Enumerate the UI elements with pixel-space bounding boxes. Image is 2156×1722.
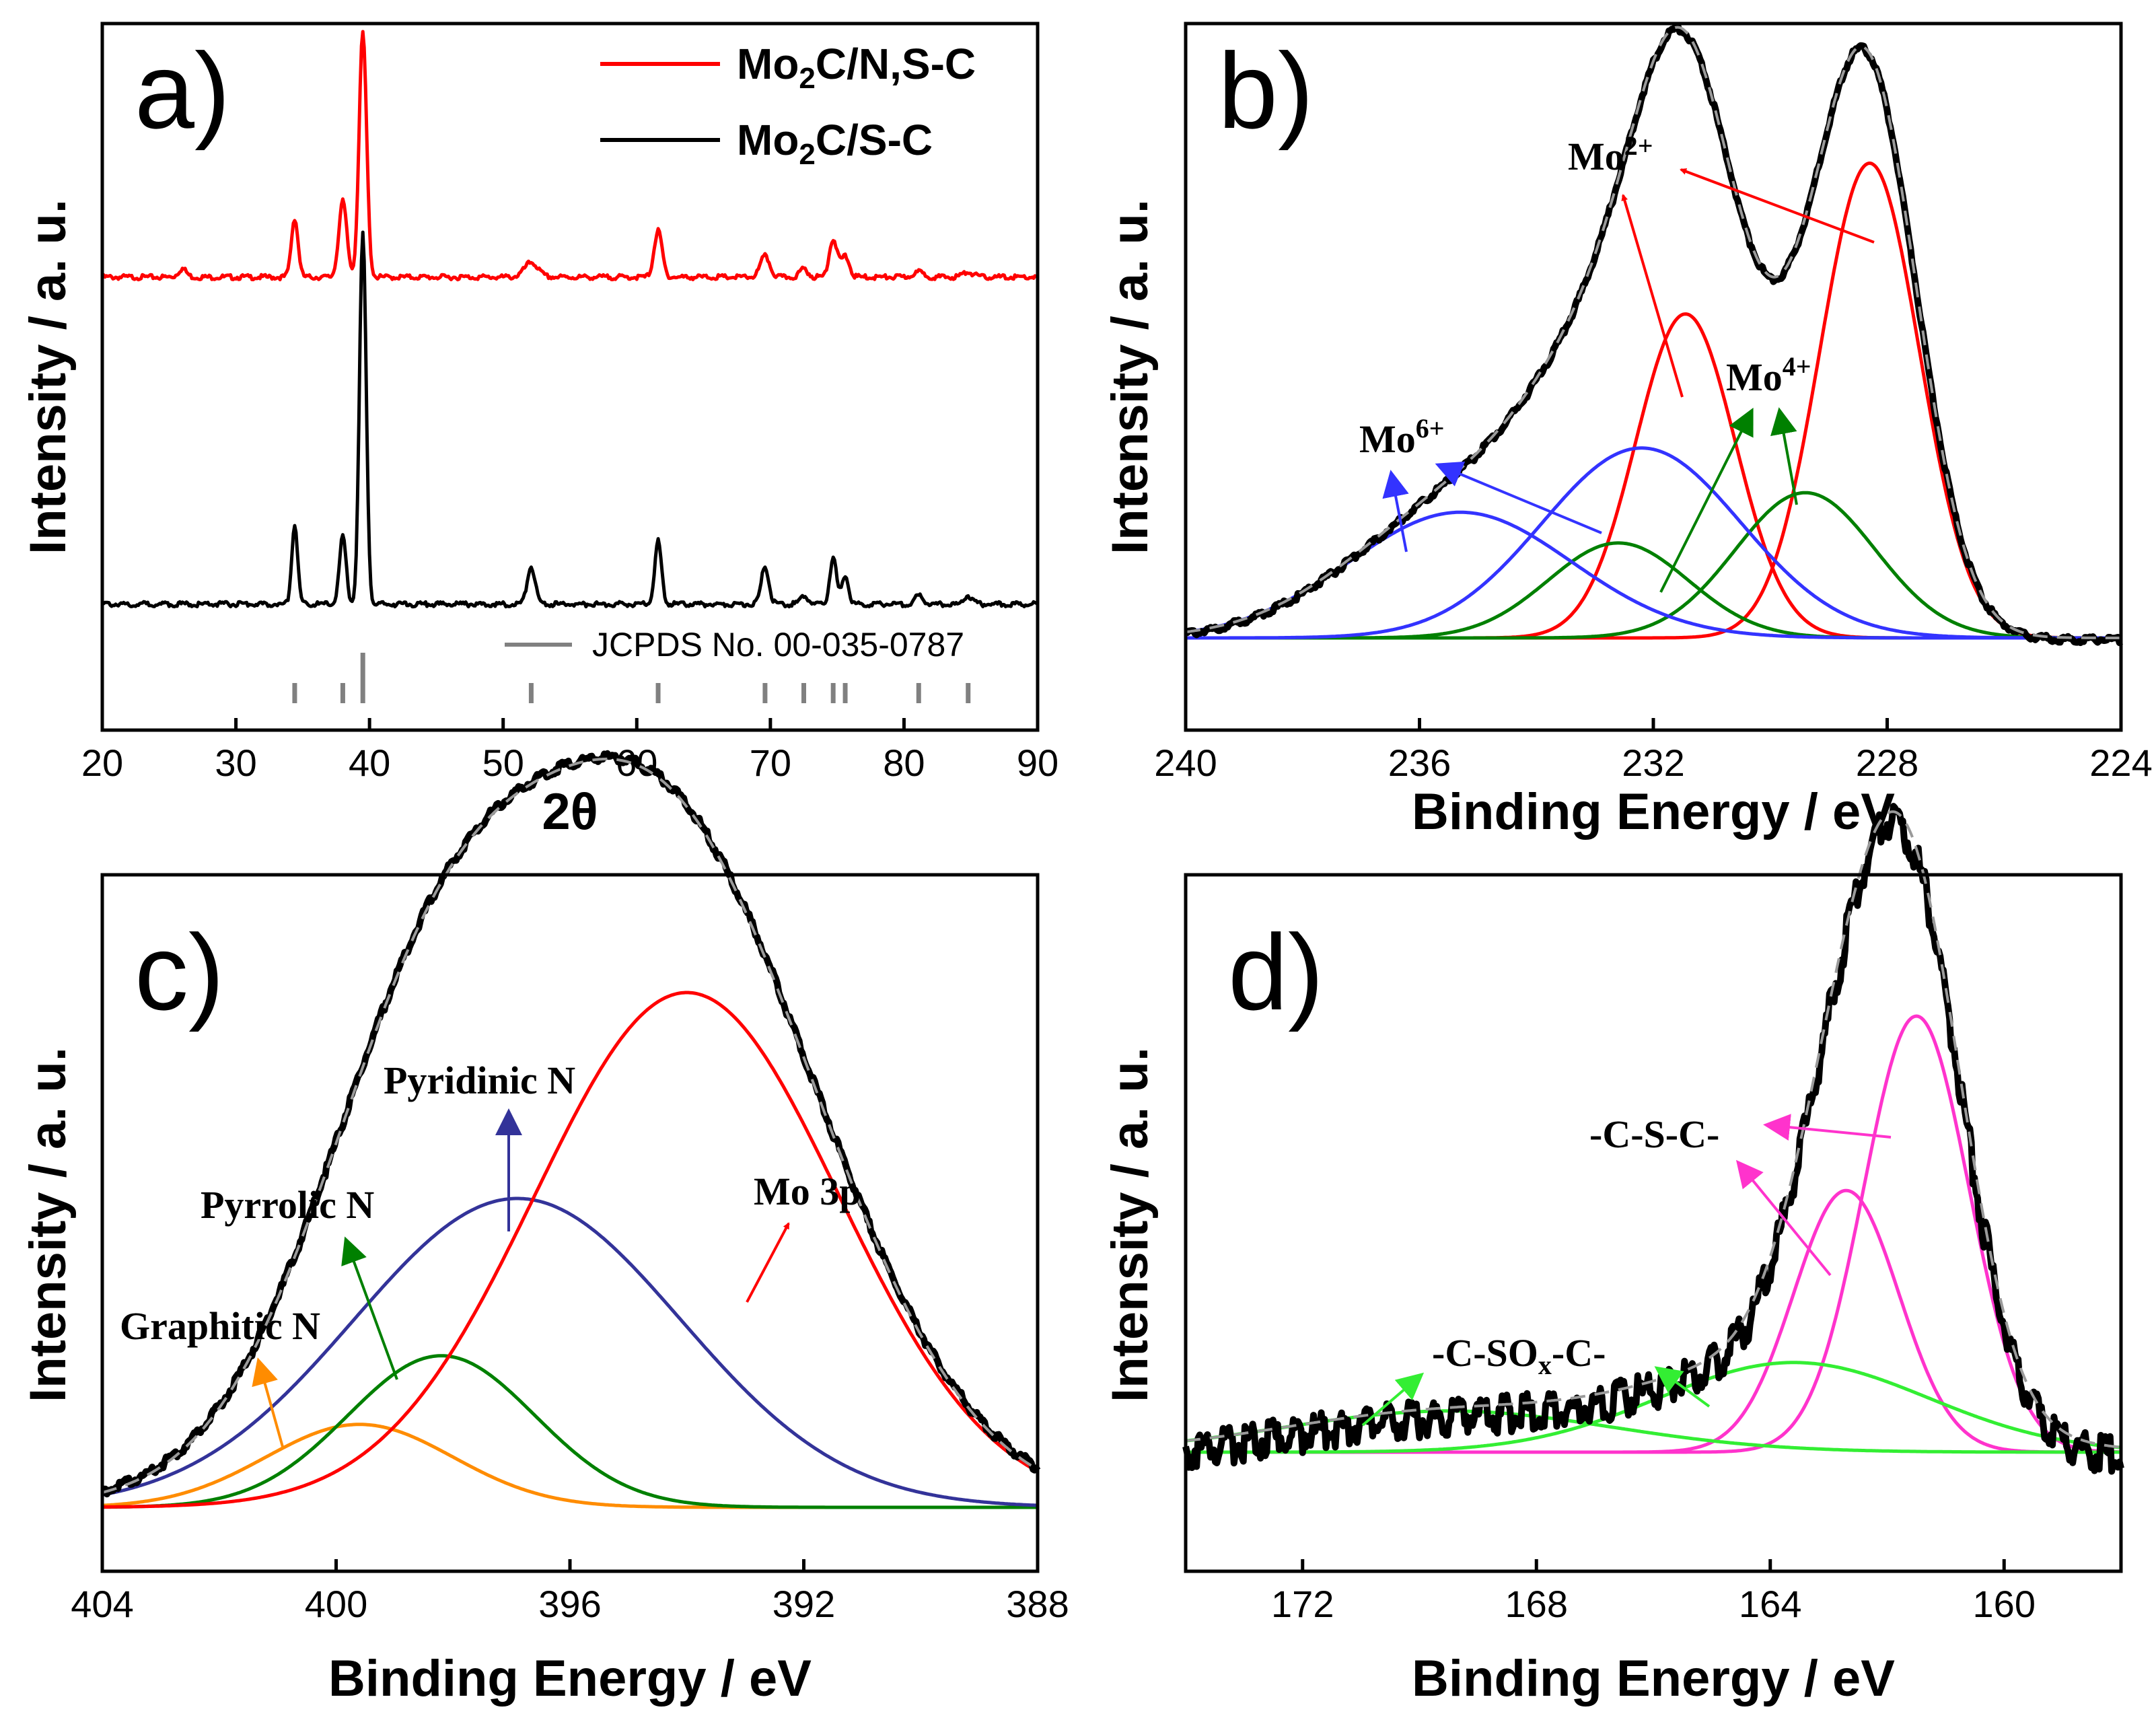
fitted-envelope bbox=[1185, 810, 2122, 1449]
arrow-mo4-left bbox=[1659, 407, 1754, 593]
panel-a-x-ticks: 20 30 40 50 60 70 80 90 bbox=[81, 718, 1058, 784]
panel-b: 240 236 232 228 224 b) Mo2+ Mo4+ Mo6+ Bindin… bbox=[1102, 22, 2153, 840]
component-mo-3p bbox=[102, 991, 1039, 1509]
panel-b-curves bbox=[1184, 24, 2124, 647]
panel-d: 172 168 164 160 d) -C-S-C- -C-SOx-C- Bindin… bbox=[1102, 803, 2124, 1707]
x-tick-label-70: 70 bbox=[750, 742, 791, 784]
x-tick-label-232: 232 bbox=[1622, 742, 1684, 784]
x-tick-label-40: 40 bbox=[349, 742, 390, 784]
arrow-mo6-right bbox=[1435, 461, 1602, 534]
x-tick-label-404: 404 bbox=[71, 1583, 133, 1625]
panel-b-x-title: Binding Energy / eV bbox=[1412, 783, 1895, 840]
x-tick-label-236: 236 bbox=[1388, 742, 1451, 784]
x-tick-label-224: 224 bbox=[2089, 742, 2152, 784]
x-tick-label-50: 50 bbox=[482, 742, 524, 784]
arrow-c-sox-c-left bbox=[1361, 1372, 1425, 1427]
panel-d-frame bbox=[1184, 873, 2123, 1573]
annotation-graphitic-n: Graphitic N bbox=[120, 1304, 320, 1348]
arrow-pyrrolic-n bbox=[341, 1236, 398, 1380]
annotation-mo2: Mo2+ bbox=[1568, 131, 1653, 178]
panel-d-x-ticks: 172 168 164 160 bbox=[1271, 1559, 2036, 1625]
panel-label-b: b) bbox=[1218, 30, 1314, 151]
legend-label-mo2c-n-s-c: Mo2C/N,S-C bbox=[737, 40, 976, 95]
x-tick-label-164: 164 bbox=[1739, 1583, 1801, 1625]
experimental-envelope bbox=[1184, 24, 2124, 647]
x-tick-label-168: 168 bbox=[1505, 1583, 1568, 1625]
x-tick-label-240: 240 bbox=[1154, 742, 1217, 784]
fitted-envelope bbox=[102, 757, 1039, 1494]
x-tick-label-30: 30 bbox=[215, 742, 256, 784]
arrow-mo-3p bbox=[746, 1222, 790, 1303]
x-tick-label-392: 392 bbox=[772, 1583, 835, 1625]
arrow-mo2-right bbox=[1680, 168, 1875, 244]
panel-b-y-title: Intensity / a. u. bbox=[1102, 199, 1159, 554]
arrow-mo4-right bbox=[1770, 407, 1798, 505]
panel-label-c: c) bbox=[135, 912, 224, 1032]
panel-label-a: a) bbox=[135, 30, 230, 151]
arrow-mo6-left bbox=[1382, 470, 1409, 552]
panel-a-y-title: Intensity / a. u. bbox=[20, 199, 77, 554]
x-tick-label-20: 20 bbox=[81, 742, 123, 784]
x-tick-label-388: 388 bbox=[1006, 1583, 1069, 1625]
component-pyrrolic-n bbox=[102, 1354, 1038, 1509]
arrow-c-s-c-left bbox=[1735, 1159, 1832, 1277]
panel-c-x-title: Binding Energy / eV bbox=[328, 1650, 812, 1707]
series-line-mo2c-n-s-c bbox=[100, 30, 1039, 282]
annotation-c-s-c: -C-S-C- bbox=[1589, 1112, 1719, 1156]
panel-a-x-title: 2θ bbox=[542, 783, 598, 840]
panel-a-curves bbox=[100, 30, 1039, 703]
x-tick-label-396: 396 bbox=[538, 1583, 601, 1625]
panel-c-y-title: Intensity / a. u. bbox=[20, 1047, 77, 1402]
arrow-mo2-left bbox=[1621, 194, 1684, 398]
reference-legend-label: JCPDS No. 00-035-0787 bbox=[592, 626, 964, 663]
panel-d-y-title: Intensity / a. u. bbox=[1102, 1047, 1159, 1402]
arrow-c-s-c-right bbox=[1763, 1114, 1892, 1141]
x-tick-label-80: 80 bbox=[883, 742, 925, 784]
annotation-pyridinic-n: Pyridinic N bbox=[384, 1059, 575, 1102]
panel-a-frame bbox=[100, 22, 1040, 732]
panel-d-x-title: Binding Energy / eV bbox=[1412, 1650, 1895, 1707]
annotation-mo4: Mo4+ bbox=[1726, 351, 1811, 399]
series-line-mo2c-s-c bbox=[101, 230, 1039, 609]
component-mo4-3d5-2 bbox=[1186, 491, 2121, 640]
component-graphitic-n bbox=[102, 1423, 1038, 1509]
x-tick-label-228: 228 bbox=[1856, 742, 1918, 784]
panel-c-x-ticks: 404 400 396 392 388 bbox=[71, 1559, 1069, 1625]
annotation-pyrrolic-n: Pyrrolic N bbox=[201, 1183, 374, 1227]
arrow-graphitic-n bbox=[252, 1357, 284, 1447]
reference-lines bbox=[292, 653, 971, 703]
legend: Mo2C/N,S-C Mo2C/S-C bbox=[600, 40, 976, 171]
x-tick-label-90: 90 bbox=[1017, 742, 1058, 784]
x-tick-label-160: 160 bbox=[1973, 1583, 2036, 1625]
panel-c: 404 400 396 392 388 c) Graphitic N Pyrrolic … bbox=[20, 750, 1069, 1707]
arrow-c-sox-c-right bbox=[1654, 1366, 1711, 1408]
panel-c-curves bbox=[100, 750, 1041, 1509]
annotation-mo6: Mo6+ bbox=[1359, 413, 1445, 461]
legend-label-mo2c-s-c: Mo2C/S-C bbox=[737, 116, 933, 171]
panel-b-x-ticks: 240 236 232 228 224 bbox=[1154, 718, 2153, 784]
x-tick-label-172: 172 bbox=[1271, 1583, 1334, 1625]
x-tick-label-400: 400 bbox=[305, 1583, 367, 1625]
panel-label-d: d) bbox=[1228, 912, 1324, 1032]
component-mo2-3d5-2 bbox=[1186, 161, 2121, 640]
fitted-envelope bbox=[1185, 26, 2121, 639]
annotation-mo-3p: Mo 3p bbox=[754, 1170, 861, 1213]
component-pyridinic-n bbox=[102, 1196, 1038, 1507]
annotation-c-sox-c: -C-SOx-C- bbox=[1432, 1331, 1606, 1380]
panel-d-curves bbox=[1182, 803, 2124, 1475]
panel-a: 20 30 40 50 60 70 80 90 a) Mo2C/N,S-C Mo2C/S-C … bbox=[20, 22, 1058, 840]
